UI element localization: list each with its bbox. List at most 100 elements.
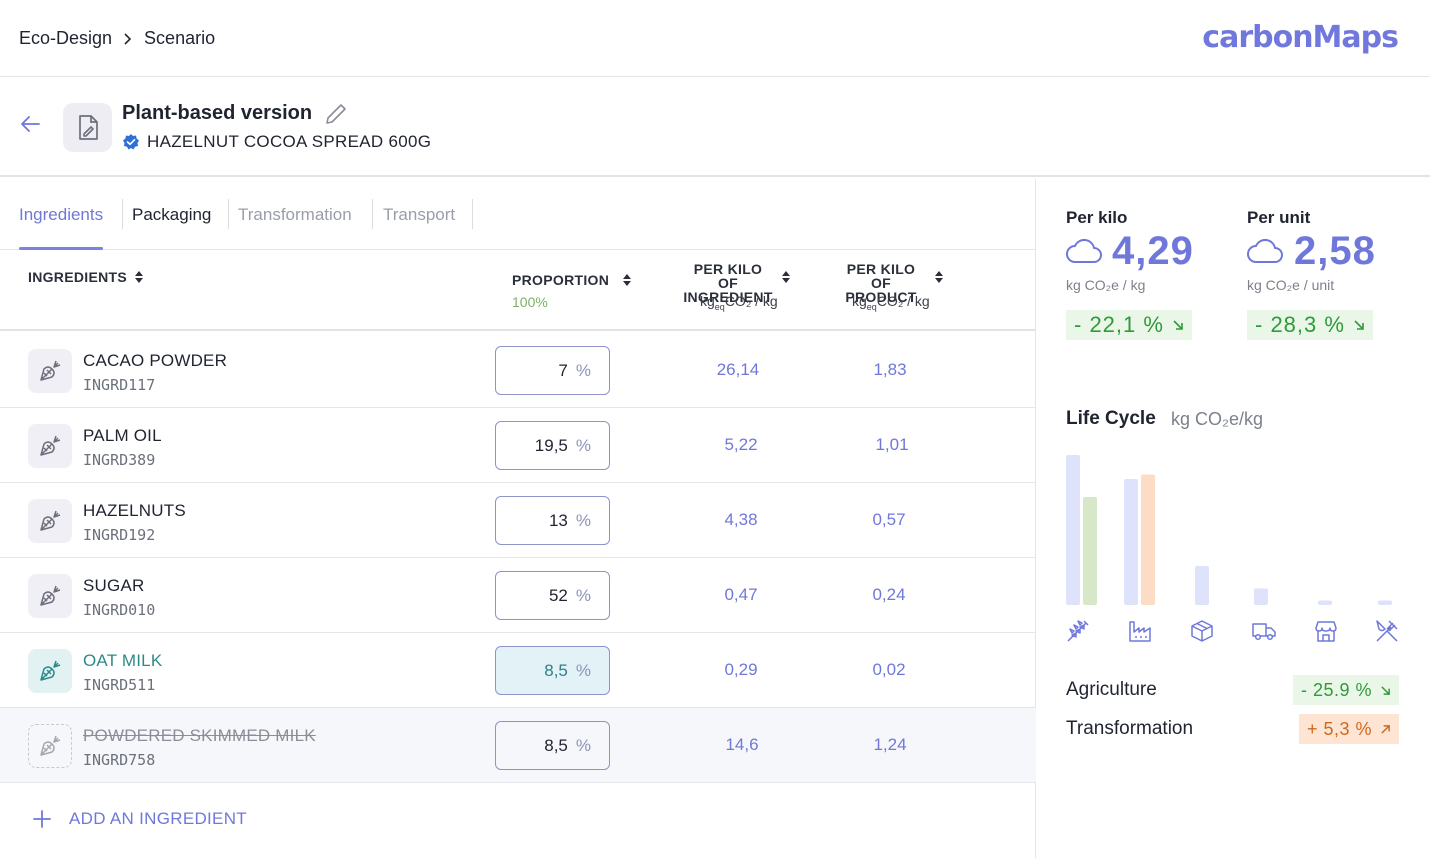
bar-store-reference xyxy=(1318,600,1332,605)
per-kilo-product-header[interactable]: PER KILO OF PRODUCT xyxy=(836,262,926,304)
per-kilo-product-value: 1,83 xyxy=(873,360,907,379)
carrot-icon xyxy=(28,424,72,468)
percent-suffix: % xyxy=(575,585,591,605)
ingredient-name[interactable]: SUGAR xyxy=(83,576,145,595)
table-row[interactable]: CACAO POWDER INGRD117 7% 26,14 1,83 xyxy=(0,333,1036,408)
per-kilo-value: 4,29 xyxy=(1112,229,1194,273)
table-row-removed[interactable]: POWDERED SKIMMED MILK INGRD758 8,5% 14,6… xyxy=(0,708,1036,783)
per-kilo-ingredient-header[interactable]: PER KILO OF INGREDIENT xyxy=(683,262,773,304)
proportion-value: 13 xyxy=(548,510,568,530)
cloud-icon xyxy=(1066,238,1102,269)
tab-transport[interactable]: Transport xyxy=(383,204,456,224)
sort-icon[interactable] xyxy=(623,273,632,289)
per-kilo-ingredient-line1: PER KILO OF xyxy=(693,261,763,291)
ingredient-name[interactable]: POWDERED SKIMMED MILK xyxy=(83,726,316,745)
per-kilo-product-unit: kgeqCO₂ / kg xyxy=(852,293,930,312)
tab-divider xyxy=(228,199,229,229)
breadcrumb-current: Scenario xyxy=(144,28,216,48)
ingredient-name[interactable]: PALM OIL xyxy=(83,426,162,445)
store-icon[interactable] xyxy=(1313,618,1339,649)
unit-kg: kg xyxy=(852,293,867,309)
carrot-icon xyxy=(28,499,72,543)
table-row[interactable]: PALM OIL INGRD389 19,5% 5,22 1,01 xyxy=(0,408,1036,483)
per-kilo-product-line2: PRODUCT xyxy=(845,289,917,305)
bar-factory-reference xyxy=(1124,479,1138,605)
percent-suffix: % xyxy=(575,435,591,455)
unit-rest: CO₂ / kg xyxy=(876,293,930,309)
ingredient-code: INGRD511 xyxy=(83,676,156,694)
bar-wheat-scenario xyxy=(1083,497,1097,605)
bar-utensils-reference xyxy=(1378,600,1392,605)
proportion-value: 8,5 xyxy=(544,735,568,755)
per-kilo-ingredient-unit: kgeqCO₂ / kg xyxy=(700,293,778,312)
top-bar: Eco-Design Scenario carbonMaps xyxy=(0,0,1430,77)
life-cycle-chart xyxy=(1066,455,1392,605)
tab-ingredients[interactable]: Ingredients xyxy=(19,179,104,250)
transformation-delta-value: + 5,3 % xyxy=(1306,718,1372,739)
scenario-title: Plant-based version xyxy=(122,102,313,124)
table-row[interactable]: SUGAR INGRD010 52% 0,47 0,24 xyxy=(0,558,1036,633)
impact-panel: Per kilo 4,29 kg CO₂e / kg - 22,1 % Per … xyxy=(1037,179,1430,858)
proportion-input[interactable]: 19,5% xyxy=(495,421,610,470)
proportion-input[interactable]: 7% xyxy=(495,346,610,395)
tab-packaging[interactable]: Packaging xyxy=(132,204,212,224)
proportion-input[interactable]: 52% xyxy=(495,571,610,620)
unit-rest: CO₂ / kg xyxy=(724,293,778,309)
tab-transformation[interactable]: Transformation xyxy=(238,204,352,224)
tab-divider xyxy=(122,199,123,229)
sort-icon[interactable] xyxy=(135,270,144,286)
per-kilo-ingredient-value: 0,29 xyxy=(724,660,758,679)
bar-package-reference xyxy=(1195,566,1209,605)
cloud-icon xyxy=(1247,238,1283,269)
carrot-icon xyxy=(28,649,72,693)
back-arrow-icon[interactable] xyxy=(19,114,41,139)
arrow-down-right-icon xyxy=(1381,685,1390,695)
utensils-icon[interactable] xyxy=(1374,618,1400,649)
per-kilo-ingredient-value: 0,47 xyxy=(724,585,758,604)
ingredient-name[interactable]: CACAO POWDER xyxy=(83,351,228,370)
proportion-input[interactable]: 13% xyxy=(495,496,610,545)
life-cycle-unit: kg CO₂e/kg xyxy=(1171,409,1264,429)
proportion-input[interactable]: 8,5% xyxy=(495,721,610,770)
proportion-header-label: PROPORTION xyxy=(512,272,610,288)
ingredient-code: INGRD010 xyxy=(83,601,156,619)
unit-kg: kg xyxy=(700,293,715,309)
verified-badge-icon xyxy=(122,133,140,156)
proportion-input[interactable]: 8,5% xyxy=(495,646,610,695)
transformation-label: Transformation xyxy=(1066,718,1194,739)
factory-icon[interactable] xyxy=(1127,618,1153,649)
package-icon[interactable] xyxy=(1189,618,1215,649)
sort-icon[interactable] xyxy=(782,270,790,288)
add-ingredient-button[interactable]: ADD AN INGREDIENT xyxy=(33,809,247,829)
table-row[interactable]: HAZELNUTS INGRD192 13% 4,38 0,57 xyxy=(0,483,1036,558)
transformation-delta: + 5,3 % xyxy=(1298,714,1399,744)
document-edit-icon xyxy=(63,103,112,152)
carrot-icon xyxy=(28,574,72,618)
wheat-icon[interactable] xyxy=(1065,618,1091,649)
ingredient-name[interactable]: HAZELNUTS xyxy=(83,501,186,520)
ingredient-name[interactable]: OAT MILK xyxy=(83,651,163,670)
per-kilo-product-value: 1,24 xyxy=(873,735,907,754)
per-unit-label: Per unit xyxy=(1247,208,1311,227)
chevron-right-icon xyxy=(122,32,134,46)
breadcrumb-root[interactable]: Eco-Design xyxy=(19,28,113,48)
ingredients-column-header[interactable]: INGREDIENTS xyxy=(28,269,144,286)
arrow-down-right-icon xyxy=(1173,320,1183,330)
unit-eq: eq xyxy=(866,301,877,312)
proportion-column-header[interactable]: PROPORTION xyxy=(512,272,632,289)
table-row-added[interactable]: OAT MILK INGRD511 8,5% 0,29 0,02 xyxy=(0,633,1036,708)
carrot-icon xyxy=(28,724,72,768)
pencil-icon[interactable] xyxy=(324,102,348,131)
truck-icon[interactable] xyxy=(1251,618,1277,649)
ingredient-code: INGRD192 xyxy=(83,526,156,544)
sort-icon[interactable] xyxy=(935,270,943,288)
proportion-total: 100% xyxy=(512,294,548,310)
arrow-up-right-icon xyxy=(1381,724,1390,734)
life-cycle-title: Life Cycle xyxy=(1066,408,1156,429)
brand-logo[interactable]: carbonMaps xyxy=(1202,20,1399,55)
proportion-value: 8,5 xyxy=(544,660,568,680)
agriculture-delta: - 25.9 % xyxy=(1292,675,1399,705)
percent-suffix: % xyxy=(575,510,591,530)
per-kilo-ingredient-value: 26,14 xyxy=(716,360,760,379)
per-unit-delta: - 28,3 % xyxy=(1247,310,1373,340)
